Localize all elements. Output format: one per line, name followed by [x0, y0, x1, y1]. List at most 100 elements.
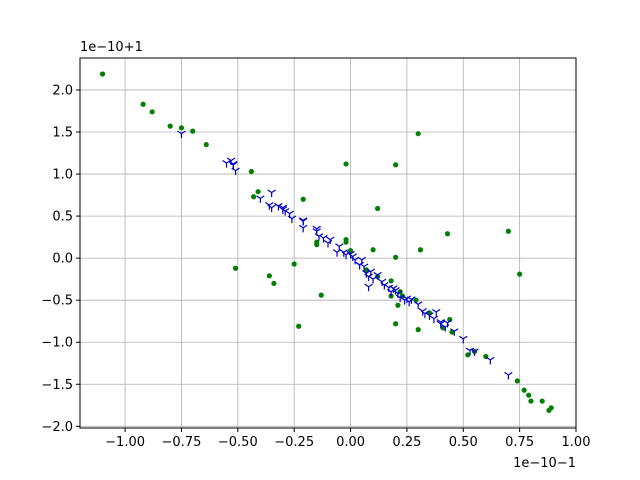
data-point-tri — [391, 286, 400, 295]
y-axis-ticks: −2.0 −1.5 −1.0 −0.5 0.0 0.5 1.0 1.5 2.0 — [41, 83, 80, 435]
data-point-dot — [343, 161, 349, 167]
data-point-dot — [375, 205, 381, 212]
data-point-dot — [149, 109, 155, 115]
marks-layer — [99, 71, 554, 413]
data-point-dot — [393, 321, 399, 327]
data-point-dot — [140, 101, 146, 107]
data-point-tri — [450, 328, 459, 336]
data-point-dot — [167, 123, 173, 129]
data-point-dot — [415, 131, 421, 137]
y-offset-label: 1e−10+1 — [80, 40, 143, 55]
data-point-dot — [548, 405, 554, 411]
data-point-tri — [443, 319, 452, 328]
data-point-tri — [373, 271, 382, 280]
data-point-tri — [459, 335, 468, 344]
data-point-tri — [319, 234, 328, 243]
data-point-dot — [395, 302, 401, 308]
data-point-dot — [505, 228, 511, 234]
x-offset-label: 1e−10−1 — [513, 456, 576, 471]
data-point-tri — [298, 224, 308, 233]
data-point-dot — [203, 142, 209, 148]
y-tick-label: −1.5 — [41, 378, 73, 393]
data-point-tri — [256, 195, 265, 203]
data-point-dot — [271, 280, 277, 286]
data-point-tri — [429, 315, 439, 324]
data-point-tri — [470, 348, 479, 356]
data-point-dot — [465, 352, 471, 358]
data-point-tri — [312, 225, 321, 234]
x-tick-label: 0.75 — [505, 435, 534, 450]
data-point-tri — [355, 261, 364, 270]
data-point-tri — [267, 204, 276, 213]
data-point-tri — [380, 281, 389, 290]
data-point-dot — [363, 267, 369, 273]
data-point-dot — [417, 247, 424, 253]
data-point-dot — [178, 125, 185, 131]
plot-frame — [79, 57, 577, 429]
data-point-tri — [504, 371, 513, 380]
data-point-tri — [326, 236, 335, 245]
data-point-dot — [388, 278, 394, 284]
x-tick-label: 1.00 — [562, 435, 591, 450]
y-tick-label: 2.0 — [52, 83, 73, 98]
data-point-tri — [298, 217, 308, 225]
data-point-tri — [278, 204, 288, 213]
data-point-dot — [347, 247, 354, 254]
data-point-dot — [393, 162, 399, 168]
data-point-dot — [413, 297, 419, 303]
y-tick-label: −1.0 — [41, 336, 73, 351]
data-point-dot — [232, 265, 239, 271]
data-point-dot — [300, 196, 306, 202]
data-point-dot — [291, 261, 297, 267]
data-point-dot — [526, 392, 532, 398]
data-point-dot — [514, 378, 520, 384]
data-point-dot — [343, 239, 349, 245]
data-point-dot — [314, 242, 320, 248]
data-point-tri — [431, 308, 441, 317]
y-tick-label: 1.5 — [52, 126, 73, 141]
y-tick-label: 0.0 — [52, 252, 73, 267]
data-point-dot — [251, 194, 257, 200]
x-axis-ticks: −1.00 −0.75 −0.50 −0.25 0.00 0.25 0.50 0.75 1.00 — [105, 428, 590, 450]
data-point-dot — [444, 231, 451, 237]
data-point-tri — [364, 283, 373, 292]
data-point-tri — [267, 189, 276, 198]
data-point-dot — [539, 398, 545, 404]
data-point-dot — [521, 387, 527, 393]
data-point-tri — [413, 301, 423, 309]
x-tick-label: −0.25 — [274, 435, 314, 450]
x-tick-label: 0.25 — [392, 435, 421, 450]
x-tick-label: −1.00 — [105, 435, 145, 450]
data-point-dot — [99, 71, 106, 77]
data-point-tri — [368, 276, 378, 284]
data-point-dot — [296, 323, 302, 329]
x-tick-label: 0.50 — [449, 435, 478, 450]
data-point-dot — [393, 254, 399, 260]
grid-layer — [80, 58, 577, 428]
x-tick-label: −0.50 — [218, 435, 258, 450]
data-point-dot — [255, 189, 261, 195]
data-point-tri — [425, 312, 434, 320]
x-tick-label: −0.75 — [162, 435, 202, 450]
data-point-tri — [287, 215, 297, 224]
data-point-tri — [436, 318, 445, 327]
data-point-tri — [335, 243, 344, 251]
data-point-dot — [266, 273, 272, 279]
data-point-tri — [366, 268, 376, 277]
data-point-tri — [486, 356, 495, 365]
data-point-dot — [248, 168, 254, 175]
data-point-tri — [332, 249, 342, 257]
x-tick-label: 0.00 — [336, 435, 365, 450]
y-tick-label: 1.0 — [52, 168, 73, 183]
data-point-dot — [318, 292, 324, 298]
y-tick-label: −0.5 — [41, 294, 73, 309]
data-point-dot — [190, 128, 196, 134]
data-point-dot — [517, 271, 523, 277]
data-point-dot — [528, 398, 534, 404]
data-point-tri — [402, 295, 412, 303]
data-point-dot — [370, 247, 376, 253]
data-point-tri — [231, 167, 240, 176]
y-tick-label: 0.5 — [52, 210, 73, 225]
data-point-dot — [415, 327, 421, 333]
